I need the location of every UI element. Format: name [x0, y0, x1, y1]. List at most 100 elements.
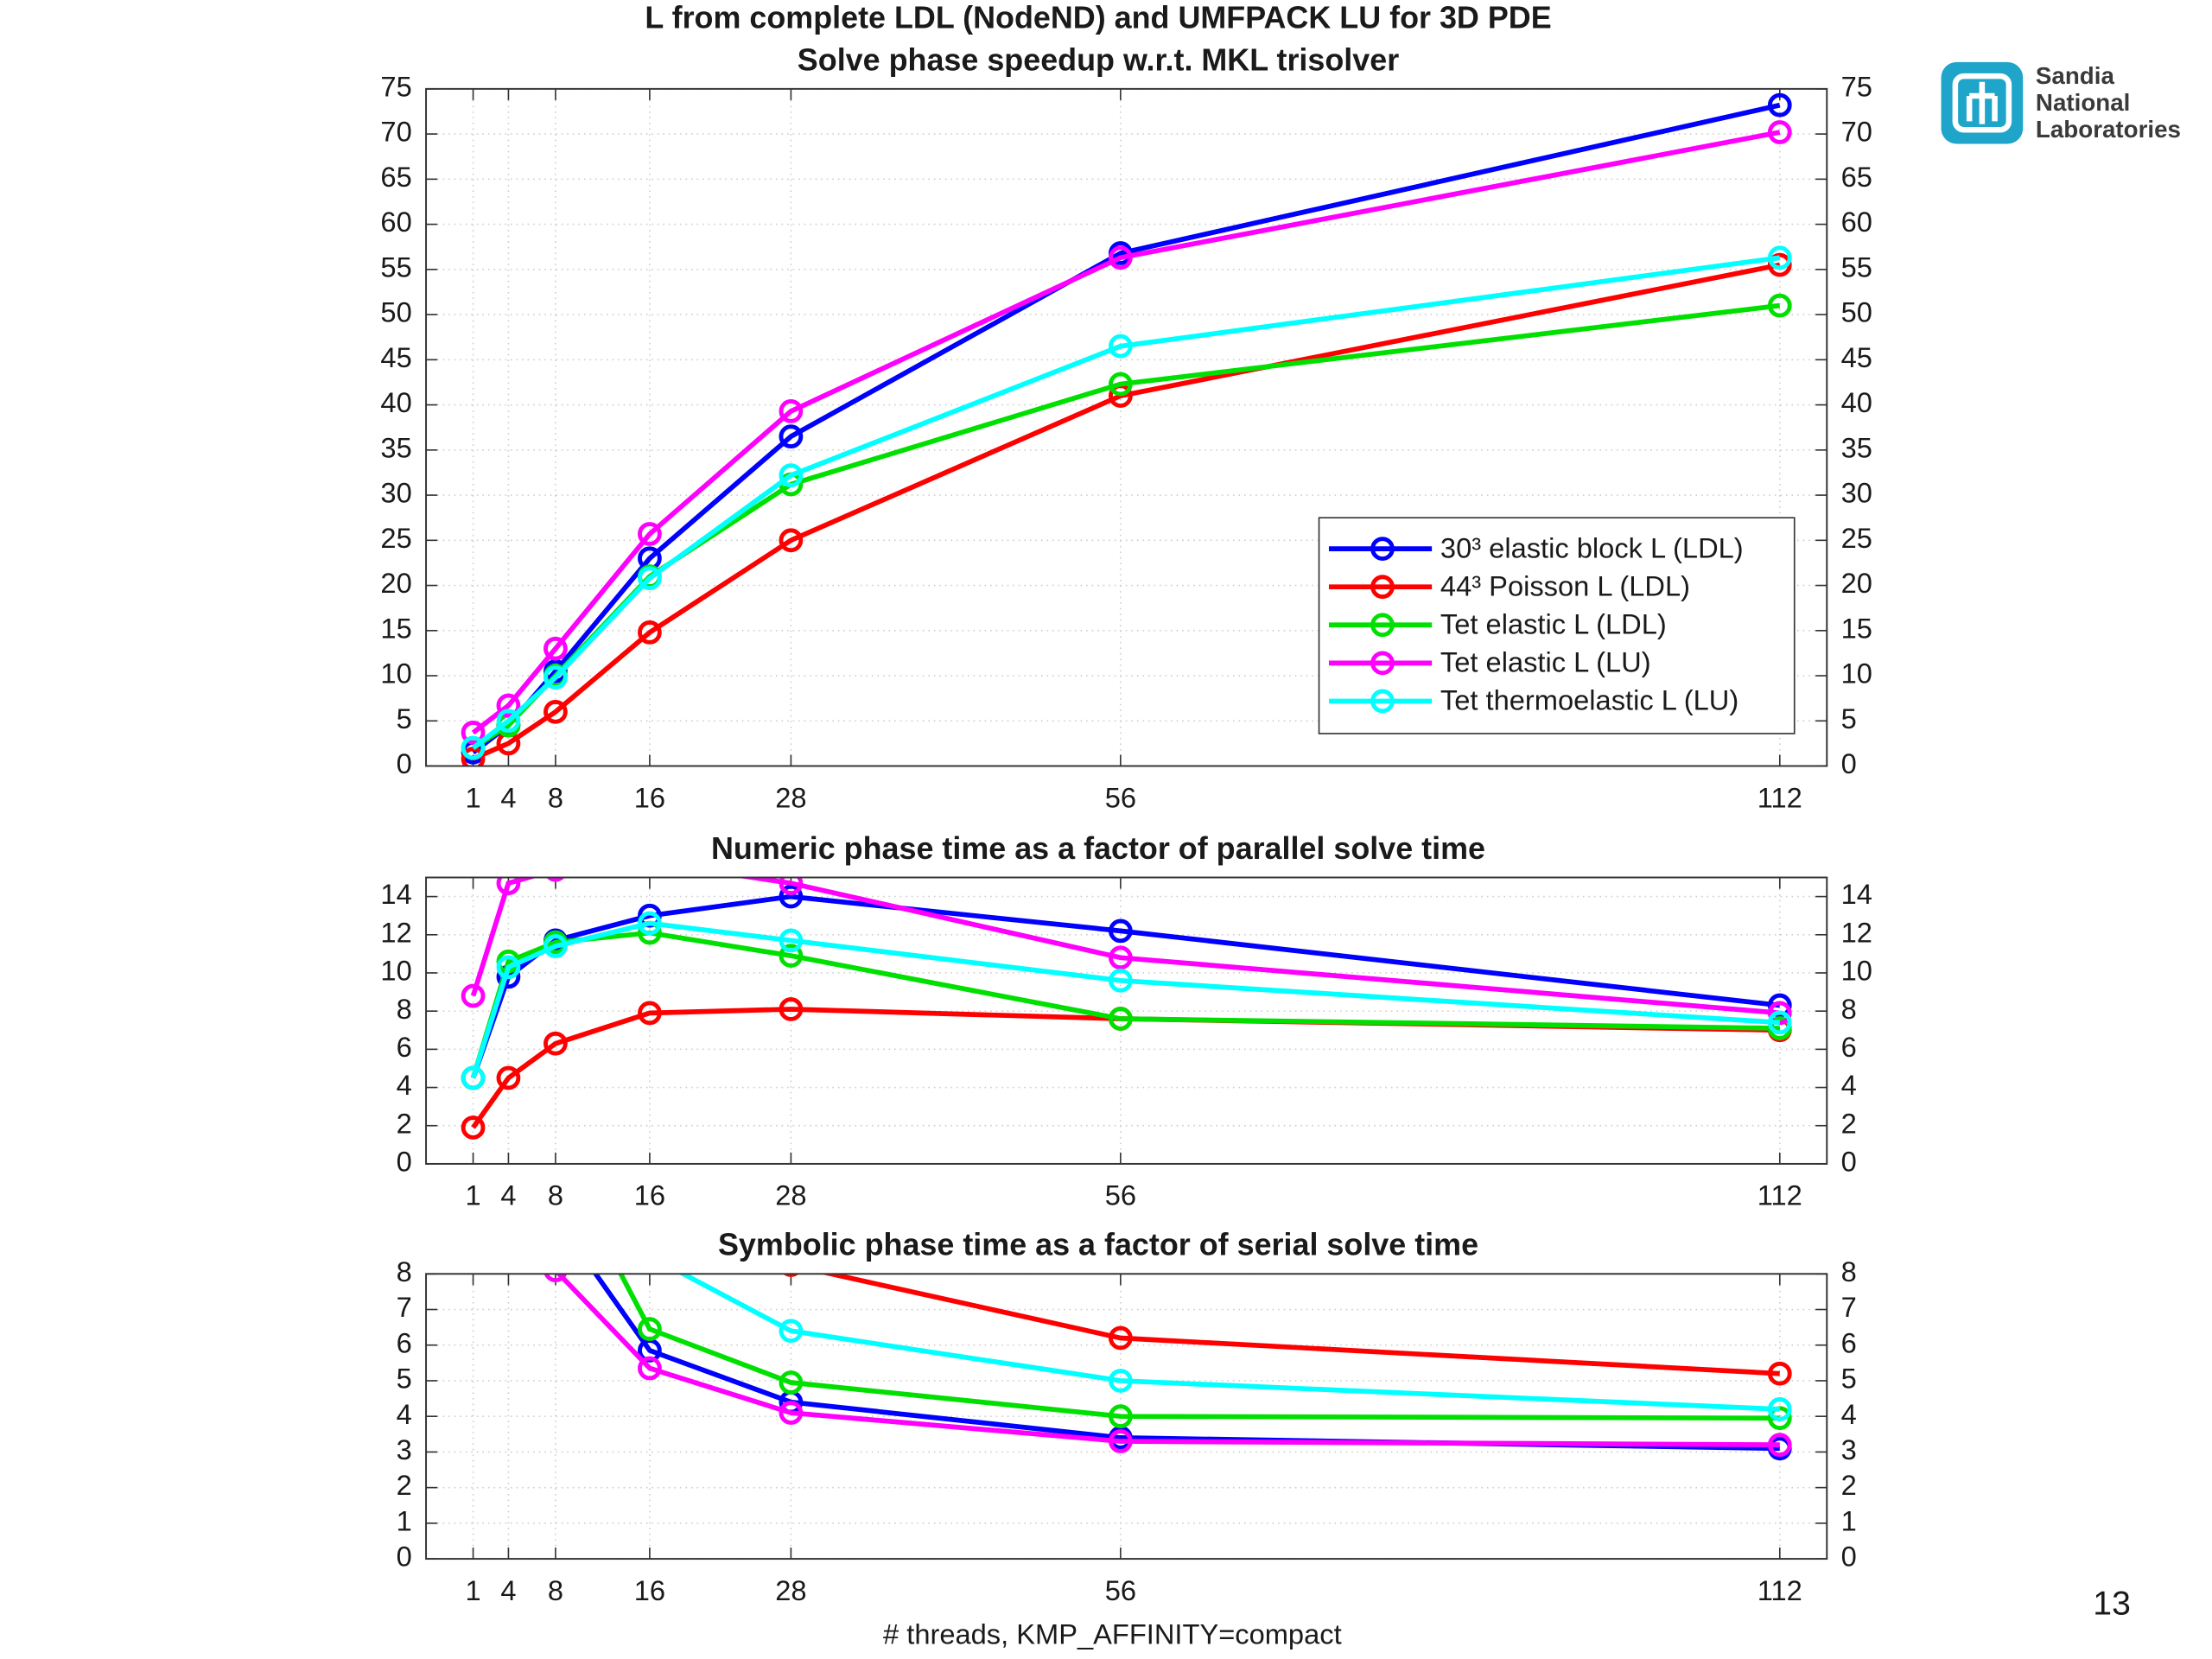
data-point — [1767, 92, 1792, 118]
axes-box — [425, 87, 1828, 767]
data-point — [1108, 372, 1133, 397]
data-point — [546, 877, 565, 882]
data-point — [543, 636, 568, 661]
axes-box — [425, 876, 1828, 1165]
data-point — [1767, 993, 1792, 1018]
y-tick-label: 6 — [397, 1031, 412, 1063]
data-point — [543, 1274, 568, 1283]
data-point — [1108, 918, 1133, 944]
y-tick-label: 10 — [380, 955, 411, 987]
y-tick-label-right: 10 — [1841, 955, 1872, 987]
series-line — [471, 255, 1781, 750]
y-tick-label: 4 — [397, 1398, 412, 1430]
data-point — [461, 1065, 486, 1090]
data-point — [1767, 245, 1792, 270]
data-point — [779, 1370, 804, 1395]
plot-area — [461, 92, 1792, 766]
chart-title: L from complete LDL (NodeND) and UMFPACK… — [645, 0, 1551, 35]
logo-text: Sandia — [2036, 62, 2115, 89]
y-tick-label: 0 — [397, 1541, 412, 1573]
y-tick-label-right: 60 — [1841, 206, 1872, 238]
logo-text: National — [2036, 89, 2130, 116]
y-tick-label: 14 — [380, 878, 411, 910]
series-line — [677, 1274, 1780, 1412]
page-number: 13 — [2093, 1585, 2131, 1622]
data-point — [1108, 245, 1133, 270]
x-tick-label: 16 — [634, 1574, 665, 1606]
y-tick-label-right: 30 — [1841, 477, 1872, 509]
series-line — [470, 877, 1781, 1016]
data-point — [1108, 1325, 1133, 1351]
data-point — [638, 566, 662, 591]
data-point — [1108, 1429, 1133, 1453]
y-tick-label-right: 8 — [1841, 1255, 1857, 1287]
data-point — [638, 1317, 662, 1342]
y-tick-label-right: 6 — [1841, 1326, 1857, 1358]
y-tick-label-right: 0 — [1841, 747, 1857, 779]
y-tick-label-right: 35 — [1841, 431, 1872, 463]
data-point — [499, 658, 518, 678]
series-line — [618, 1274, 1780, 1421]
y-tick-label: 60 — [380, 206, 411, 238]
data-point — [461, 747, 486, 766]
data-point — [779, 1319, 804, 1344]
data-point — [779, 424, 804, 449]
data-point — [779, 884, 804, 909]
y-tick-label: 3 — [397, 1433, 412, 1465]
x-tick-label: 28 — [775, 1574, 806, 1606]
axes-box — [425, 1273, 1828, 1560]
y-tick-label-right: 15 — [1841, 612, 1872, 644]
data-point — [1767, 1433, 1792, 1458]
y-tick-label: 20 — [380, 567, 411, 599]
data-point — [639, 852, 659, 872]
data-point — [779, 997, 804, 1021]
data-point — [461, 983, 486, 1008]
data-point — [783, 1274, 799, 1277]
data-point — [496, 693, 521, 718]
y-tick-label: 7 — [397, 1291, 412, 1323]
x-tick-label: 4 — [500, 781, 516, 813]
x-tick-label: 4 — [500, 1179, 516, 1211]
y-tick-label-right: 75 — [1841, 70, 1872, 102]
data-point — [1108, 334, 1133, 359]
legend-swatch-marker — [1370, 689, 1395, 714]
legend-swatch-marker — [1370, 651, 1395, 676]
series-line — [470, 920, 1780, 1079]
x-tick-label: 56 — [1105, 1574, 1136, 1606]
y-tick-label: 0 — [397, 1146, 412, 1178]
data-point — [1108, 1007, 1133, 1031]
x-tick-label: 112 — [1758, 1179, 1802, 1211]
x-tick-label: 56 — [1105, 781, 1136, 813]
data-point — [496, 709, 521, 734]
x-tick-label: 1 — [465, 1574, 480, 1606]
y-tick-label-right: 12 — [1841, 916, 1872, 948]
data-point — [779, 1401, 804, 1425]
data-point — [1767, 1361, 1792, 1386]
y-tick-label-right: 45 — [1841, 341, 1872, 373]
x-tick-label: 112 — [1758, 781, 1802, 813]
y-tick-label-right: 2 — [1841, 1469, 1857, 1501]
data-point — [638, 522, 662, 546]
data-point — [461, 720, 486, 745]
series-line — [592, 1274, 1780, 1452]
data-point — [1108, 1369, 1133, 1393]
data-point — [638, 620, 662, 645]
data-point — [496, 955, 521, 980]
data-point — [1767, 1001, 1792, 1026]
logo-mark-inner — [1952, 73, 2012, 133]
y-tick-label-right: 65 — [1841, 161, 1872, 193]
y-tick-label-right: 25 — [1841, 522, 1872, 554]
data-point — [543, 1031, 568, 1056]
data-point — [461, 735, 486, 760]
y-tick-label-right: 50 — [1841, 296, 1872, 328]
data-point — [779, 928, 804, 953]
y-tick-label-right: 10 — [1841, 658, 1872, 690]
data-point — [461, 1116, 486, 1140]
legend-label: Tet elastic L (LDL) — [1440, 608, 1667, 640]
y-tick-label: 5 — [397, 702, 412, 734]
legend-label: Tet thermoelastic L (LU) — [1440, 684, 1738, 716]
y-tick-label: 70 — [380, 116, 411, 148]
